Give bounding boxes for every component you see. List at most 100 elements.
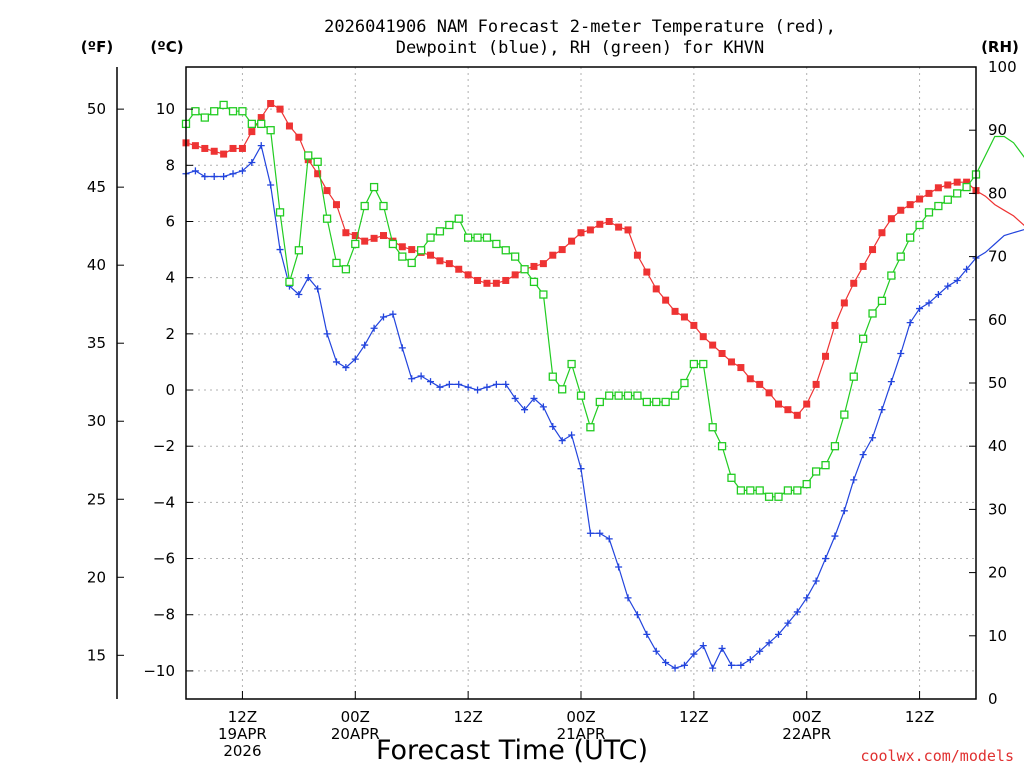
dewpoint-point <box>455 380 463 388</box>
chart-title-line-2: Dewpoint (blue), RH (green) for KHVN <box>396 38 764 58</box>
temperature-point <box>699 333 707 341</box>
temperature-point <box>568 237 576 245</box>
rh-point <box>934 201 943 211</box>
dewpoint-point <box>699 642 707 650</box>
rh-point <box>351 239 360 249</box>
x-axis-label: Forecast Time (UTC) <box>376 735 648 766</box>
temperature-point <box>859 262 867 270</box>
rh-point <box>708 423 717 432</box>
temperature-point <box>596 220 604 228</box>
fahrenheit-tick-label: 50 <box>87 100 106 118</box>
rh-point <box>811 467 821 476</box>
dewpoint-point <box>624 594 632 602</box>
rh-point <box>849 372 858 381</box>
celsius-tick-label: 8 <box>165 156 175 174</box>
dewpoint-point <box>342 364 350 372</box>
fahrenheit-tick-label: 15 <box>87 646 106 664</box>
dewpoint-point <box>521 406 529 414</box>
temperature-point <box>455 265 463 273</box>
dewpoint-point <box>210 173 218 181</box>
rh-point <box>482 233 492 242</box>
temperature-point <box>624 226 632 234</box>
temperature-point <box>803 400 811 408</box>
dewpoint-point <box>436 383 444 391</box>
dewpoint-point <box>492 380 500 388</box>
rh-point <box>210 107 219 116</box>
temperature-point <box>370 234 378 242</box>
dewpoint-point <box>417 372 425 380</box>
dewpoint-point <box>605 535 613 543</box>
temperature-point <box>662 296 670 304</box>
temperature-point <box>944 181 952 189</box>
rh-point <box>332 258 341 268</box>
dewpoint-point <box>323 330 331 338</box>
rh-point <box>285 277 294 287</box>
x-tick-label: 12Z <box>228 708 257 726</box>
rh-point <box>247 119 256 129</box>
dewpoint-point <box>784 619 792 627</box>
temperature-point <box>436 257 444 265</box>
dewpoint-point <box>897 350 905 358</box>
temperature-point <box>502 276 510 284</box>
temperature-point <box>257 114 265 122</box>
celsius-tick-label: −6 <box>153 550 175 568</box>
temperature-point <box>906 201 914 209</box>
rh-point <box>802 479 811 489</box>
rh-point <box>473 233 482 242</box>
rh-point <box>840 410 849 419</box>
temperature-point <box>191 142 199 150</box>
fahrenheit-unit-label: (ºF) <box>81 38 113 56</box>
rh-point <box>501 246 510 255</box>
temperature-point <box>709 341 717 349</box>
dewpoint-point <box>662 658 670 666</box>
temperature-point <box>756 380 764 388</box>
temperature-point <box>963 178 971 186</box>
fahrenheit-tick-label: 25 <box>87 490 106 508</box>
rh-point <box>689 359 699 369</box>
temperature-point <box>464 271 472 279</box>
temperature-point <box>934 184 942 192</box>
temperature-point <box>314 170 322 178</box>
temperature-point <box>323 187 331 195</box>
rh-point <box>398 252 407 261</box>
rh-point <box>586 423 595 432</box>
rh-point <box>943 195 952 204</box>
dewpoint-point <box>191 167 199 175</box>
temperature-point <box>427 251 435 259</box>
credit-link[interactable]: coolwx.com/models <box>860 747 1014 765</box>
temperature-point <box>361 237 369 245</box>
dewpoint-point <box>577 465 585 473</box>
dewpoint-point <box>558 437 566 445</box>
dewpoint-line <box>185 143 1024 670</box>
rh-point <box>830 442 840 451</box>
rh-tick-label: 50 <box>988 374 1007 392</box>
dewpoint-point <box>248 159 256 167</box>
celsius-tick-label: −8 <box>153 606 175 624</box>
rh-point <box>821 461 830 470</box>
dewpoint-point <box>502 380 510 388</box>
temperature-point <box>869 246 877 254</box>
x-tick-label: 12Z <box>453 708 482 726</box>
celsius-tick-label: 10 <box>156 100 175 118</box>
rh-point <box>529 277 539 287</box>
rh-point <box>962 182 971 192</box>
temperature-point <box>201 144 209 152</box>
rh-point <box>858 334 868 343</box>
celsius-tick-label: 2 <box>165 325 175 343</box>
temperature-point <box>831 321 839 329</box>
temperature-point <box>539 260 547 268</box>
rh-point <box>605 391 614 400</box>
temperature-point <box>285 122 293 130</box>
dewpoint-point <box>351 355 359 363</box>
temperature-point <box>615 223 623 231</box>
celsius-tick-label: −2 <box>153 437 175 455</box>
rh-point <box>774 492 783 501</box>
temperature-point <box>408 246 416 254</box>
temperature-point <box>822 352 830 360</box>
x-tick-label: 19APR <box>218 725 267 743</box>
temperature-point <box>652 285 660 293</box>
dewpoint-point <box>530 394 538 402</box>
dewpoint-point <box>709 664 717 672</box>
temperature-point <box>897 206 905 214</box>
